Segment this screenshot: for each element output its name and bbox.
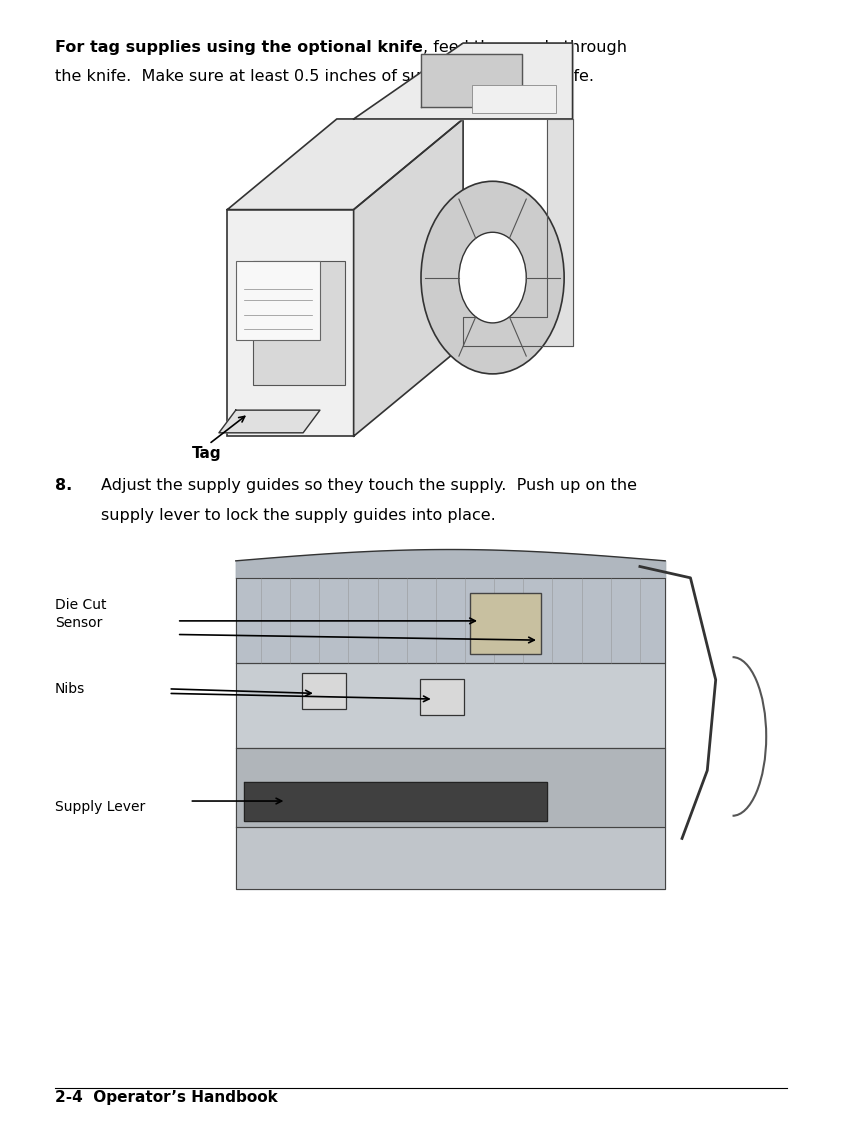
Circle shape bbox=[421, 181, 564, 374]
FancyBboxPatch shape bbox=[236, 261, 320, 340]
Text: Adjust the supply guides so they touch the supply.  Push up on the: Adjust the supply guides so they touch t… bbox=[101, 478, 637, 493]
Text: For tag supplies using the optional knife: For tag supplies using the optional knif… bbox=[55, 40, 423, 54]
Text: 2-4  Operator’s Handbook: 2-4 Operator’s Handbook bbox=[55, 1090, 278, 1105]
Text: the knife.  Make sure at least 0.5 inches of supply is past the knife.: the knife. Make sure at least 0.5 inches… bbox=[55, 69, 594, 84]
FancyBboxPatch shape bbox=[227, 210, 354, 436]
FancyBboxPatch shape bbox=[152, 544, 699, 895]
Text: supply lever to lock the supply guides into place.: supply lever to lock the supply guides i… bbox=[101, 508, 496, 522]
Polygon shape bbox=[421, 54, 522, 107]
Polygon shape bbox=[236, 748, 665, 827]
FancyBboxPatch shape bbox=[302, 673, 346, 709]
Polygon shape bbox=[354, 43, 573, 119]
Text: , feed the supply through: , feed the supply through bbox=[423, 40, 627, 54]
Text: Supply Lever: Supply Lever bbox=[55, 800, 145, 813]
Polygon shape bbox=[463, 119, 573, 346]
Text: Nibs: Nibs bbox=[55, 682, 85, 696]
Polygon shape bbox=[354, 119, 463, 436]
Text: Die Cut
Sensor: Die Cut Sensor bbox=[55, 598, 106, 630]
Polygon shape bbox=[219, 410, 320, 433]
Text: Tag: Tag bbox=[192, 446, 221, 461]
Polygon shape bbox=[227, 119, 463, 210]
FancyBboxPatch shape bbox=[470, 593, 541, 654]
Polygon shape bbox=[236, 578, 665, 663]
Circle shape bbox=[459, 232, 526, 323]
FancyBboxPatch shape bbox=[472, 85, 556, 113]
FancyBboxPatch shape bbox=[253, 261, 345, 385]
Polygon shape bbox=[236, 663, 665, 748]
FancyBboxPatch shape bbox=[420, 679, 464, 715]
Text: 8.: 8. bbox=[55, 478, 72, 493]
Polygon shape bbox=[236, 827, 665, 889]
Polygon shape bbox=[244, 782, 547, 821]
